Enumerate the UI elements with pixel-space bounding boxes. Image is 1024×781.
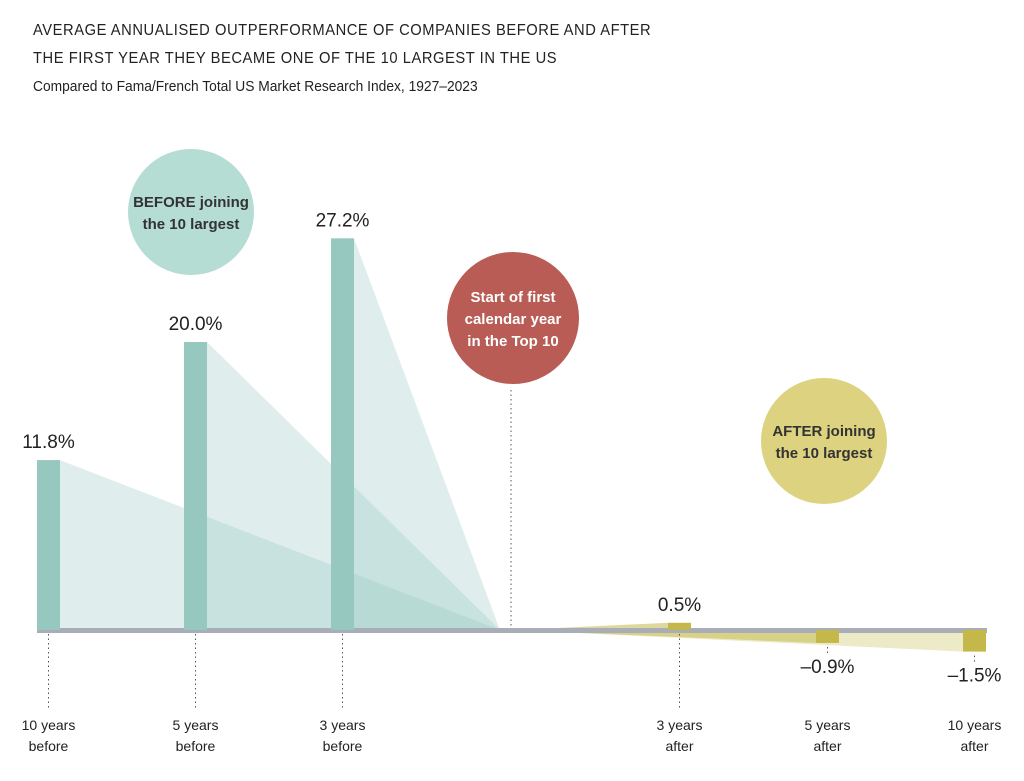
after-wedge xyxy=(515,630,816,643)
bar-0 xyxy=(37,460,60,630)
category-label: after xyxy=(960,738,988,754)
category-label: before xyxy=(29,738,69,754)
value-label: 0.5% xyxy=(658,595,701,616)
bar-4 xyxy=(816,630,839,643)
start-circle xyxy=(447,252,579,384)
before-circle xyxy=(128,149,254,275)
category-label: 10 years xyxy=(948,717,1002,733)
category-label: 3 years xyxy=(657,717,703,733)
after-circle xyxy=(761,378,887,504)
category-label: 3 years xyxy=(320,717,366,733)
start-label: in the Top 10 xyxy=(467,333,558,350)
bar-1 xyxy=(184,342,207,630)
x-axis xyxy=(37,628,987,633)
value-label: –1.5% xyxy=(948,666,1002,687)
category-label: 5 years xyxy=(173,717,219,733)
after-label: AFTER joining xyxy=(772,423,875,440)
category-label: after xyxy=(665,738,693,754)
chart-subtitle: Compared to Fama/French Total US Market … xyxy=(33,78,478,95)
chart-title-line2: THE FIRST YEAR THEY BECAME ONE OF THE 10… xyxy=(33,50,558,67)
category-label: before xyxy=(323,738,363,754)
before-wedge xyxy=(354,238,500,630)
category-label: 10 years xyxy=(22,717,76,733)
before-label: the 10 largest xyxy=(143,216,240,233)
before-wedge xyxy=(60,460,500,630)
value-label: 11.8% xyxy=(22,432,75,453)
bar-5 xyxy=(963,630,986,652)
category-label: after xyxy=(813,738,841,754)
after-wedge xyxy=(515,630,963,652)
bar-2 xyxy=(331,238,354,630)
category-label: 5 years xyxy=(805,717,851,733)
start-label: Start of first xyxy=(470,289,555,306)
start-label: calendar year xyxy=(465,311,562,328)
value-label: –0.9% xyxy=(801,657,855,678)
value-label: 27.2% xyxy=(316,210,370,231)
chart-title: AVERAGE ANNUALISED OUTPERFORMANCE OF COM… xyxy=(33,22,652,39)
before-label: BEFORE joining xyxy=(133,194,249,211)
category-label: before xyxy=(176,738,216,754)
after-label: the 10 largest xyxy=(776,445,873,462)
value-label: 20.0% xyxy=(169,314,223,335)
bar-3 xyxy=(668,622,691,630)
